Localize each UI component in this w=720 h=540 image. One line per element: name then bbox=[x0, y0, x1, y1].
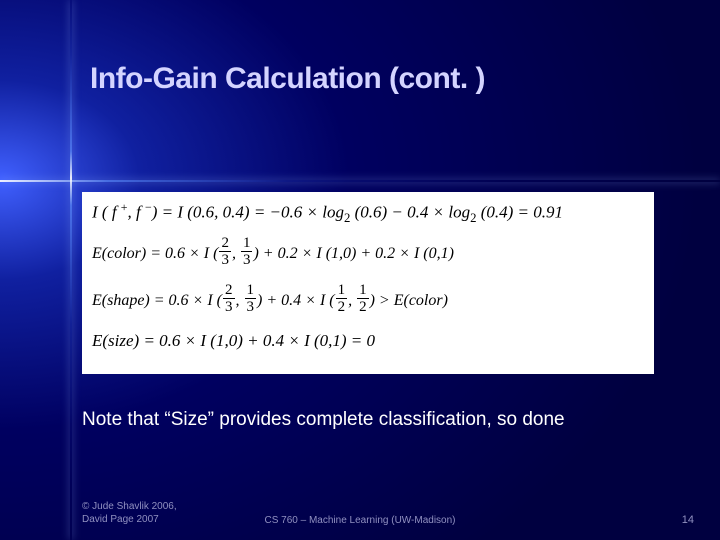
formula-e-shape: E(shape) = 0.6 × I (23, 13) + 0.4 × I (1… bbox=[92, 285, 644, 318]
formula-box: I ( f +, f −) = I (0.6, 0.4) = −0.6 × lo… bbox=[82, 192, 654, 374]
formula-entropy-prior: I ( f +, f −) = I (0.6, 0.4) = −0.6 × lo… bbox=[92, 200, 644, 226]
formula-e-size: E(size) = 0.6 × I (1,0) + 0.4 × I (0,1) … bbox=[92, 331, 644, 351]
copyright-text: © Jude Shavlik 2006, David Page 2007 bbox=[82, 500, 242, 526]
copyright-line2: David Page 2007 bbox=[82, 514, 159, 525]
lens-flare-horizontal bbox=[0, 180, 720, 182]
slide-footer: © Jude Shavlik 2006, David Page 2007 CS … bbox=[0, 500, 720, 526]
copyright-line1: © Jude Shavlik 2006, bbox=[82, 501, 177, 512]
slide-title: Info-Gain Calculation (cont. ) bbox=[90, 62, 485, 96]
course-label: CS 760 – Machine Learning (UW-Madison) bbox=[264, 515, 455, 526]
lens-flare-vertical bbox=[70, 0, 72, 540]
page-number: 14 bbox=[682, 514, 694, 526]
slide-note: Note that “Size” provides complete class… bbox=[82, 409, 565, 431]
formula-e-color: E(color) = 0.6 × I (23, 13) + 0.2 × I (1… bbox=[92, 238, 644, 271]
